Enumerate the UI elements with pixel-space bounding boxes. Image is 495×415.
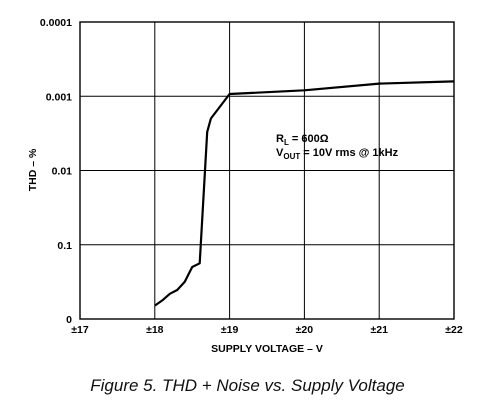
x-tick-label: ±21 xyxy=(370,324,388,336)
y-tick-label: 0 xyxy=(66,314,72,326)
x-tick-label: ±20 xyxy=(296,324,314,336)
y-tick-label: 0.001 xyxy=(46,91,72,103)
y-tick-label: 0.1 xyxy=(57,240,72,252)
annotation-vout-main: V xyxy=(276,147,284,159)
y-tick-labels: 0.0001 0.001 0.01 0.1 0 xyxy=(40,17,72,326)
series-line xyxy=(154,80,455,307)
y-axis-label: THD – % xyxy=(27,148,39,191)
x-tick-label: ±22 xyxy=(445,324,463,336)
x-tick-labels: ±17 ±18 ±19 ±20 ±21 ±22 xyxy=(71,324,463,336)
series-layer xyxy=(154,80,455,307)
figure-caption: Figure 5. THD + Noise vs. Supply Voltage xyxy=(90,376,405,395)
annotation-rl: RL = 600Ω xyxy=(276,133,329,147)
x-tick-label: ±18 xyxy=(146,324,164,336)
annotation-rl-rest: = 600Ω xyxy=(289,133,329,145)
annotation-vout: VOUT = 10V rms @ 1kHz xyxy=(276,147,399,161)
annotation-rl-sub: L xyxy=(284,138,289,147)
y-tick-label: 0.0001 xyxy=(40,17,72,29)
x-axis-label: SUPPLY VOLTAGE – V xyxy=(211,343,323,355)
y-tick-label: 0.01 xyxy=(52,166,73,178)
annotation-vout-rest: = 10V rms @ 1kHz xyxy=(300,147,398,159)
thd-chart: ±17 ±18 ±19 ±20 ±21 ±22 0.0001 0.001 0.01 0.1 0 S… xyxy=(27,17,463,355)
plot-frame xyxy=(79,21,455,320)
grid xyxy=(80,22,454,319)
annotation-vout-sub: OUT xyxy=(283,152,300,161)
annotation-rl-main: R xyxy=(276,133,284,145)
x-tick-label: ±19 xyxy=(221,324,239,336)
x-tick-label: ±17 xyxy=(71,324,89,336)
